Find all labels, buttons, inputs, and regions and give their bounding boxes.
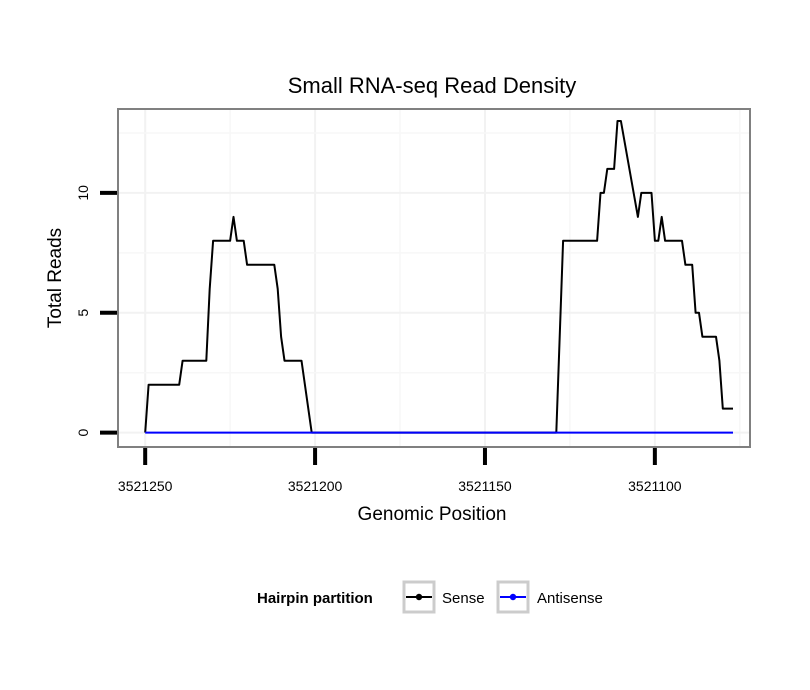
series-line-sense xyxy=(144,120,733,434)
legend-item-sense: Sense xyxy=(402,580,485,614)
y-axis-title: Total Reads xyxy=(45,228,66,328)
x-axis-title: Genomic Position xyxy=(358,504,507,525)
series-layer xyxy=(144,120,733,434)
y-tick-label: 5 xyxy=(75,309,91,317)
legend-key-sense-dot xyxy=(415,593,423,601)
legend-title: Hairpin partition xyxy=(257,590,373,607)
plot-panel-border xyxy=(117,108,751,448)
x-axis: 3521250 3521200 3521150 3521100 xyxy=(118,448,682,494)
grid-lines xyxy=(118,109,750,447)
legend-item-antisense: Antisense xyxy=(496,580,603,614)
y-tick-label: 10 xyxy=(75,185,91,201)
legend-label-antisense: Antisense xyxy=(537,590,603,607)
x-tick-label: 3521100 xyxy=(628,478,682,494)
legend-label-sense: Sense xyxy=(442,590,485,607)
x-tick-label: 3521200 xyxy=(288,478,343,494)
legend-key-antisense-dot xyxy=(509,593,517,601)
chart-title: Small RNA-seq Read Density xyxy=(288,73,577,98)
y-axis: 0 5 10 xyxy=(75,185,117,437)
legend: Hairpin partition Sense Antisense xyxy=(257,580,603,614)
x-tick-label: 3521250 xyxy=(118,478,173,494)
y-tick-label: 0 xyxy=(75,429,91,437)
x-tick-label: 3521150 xyxy=(458,478,512,494)
